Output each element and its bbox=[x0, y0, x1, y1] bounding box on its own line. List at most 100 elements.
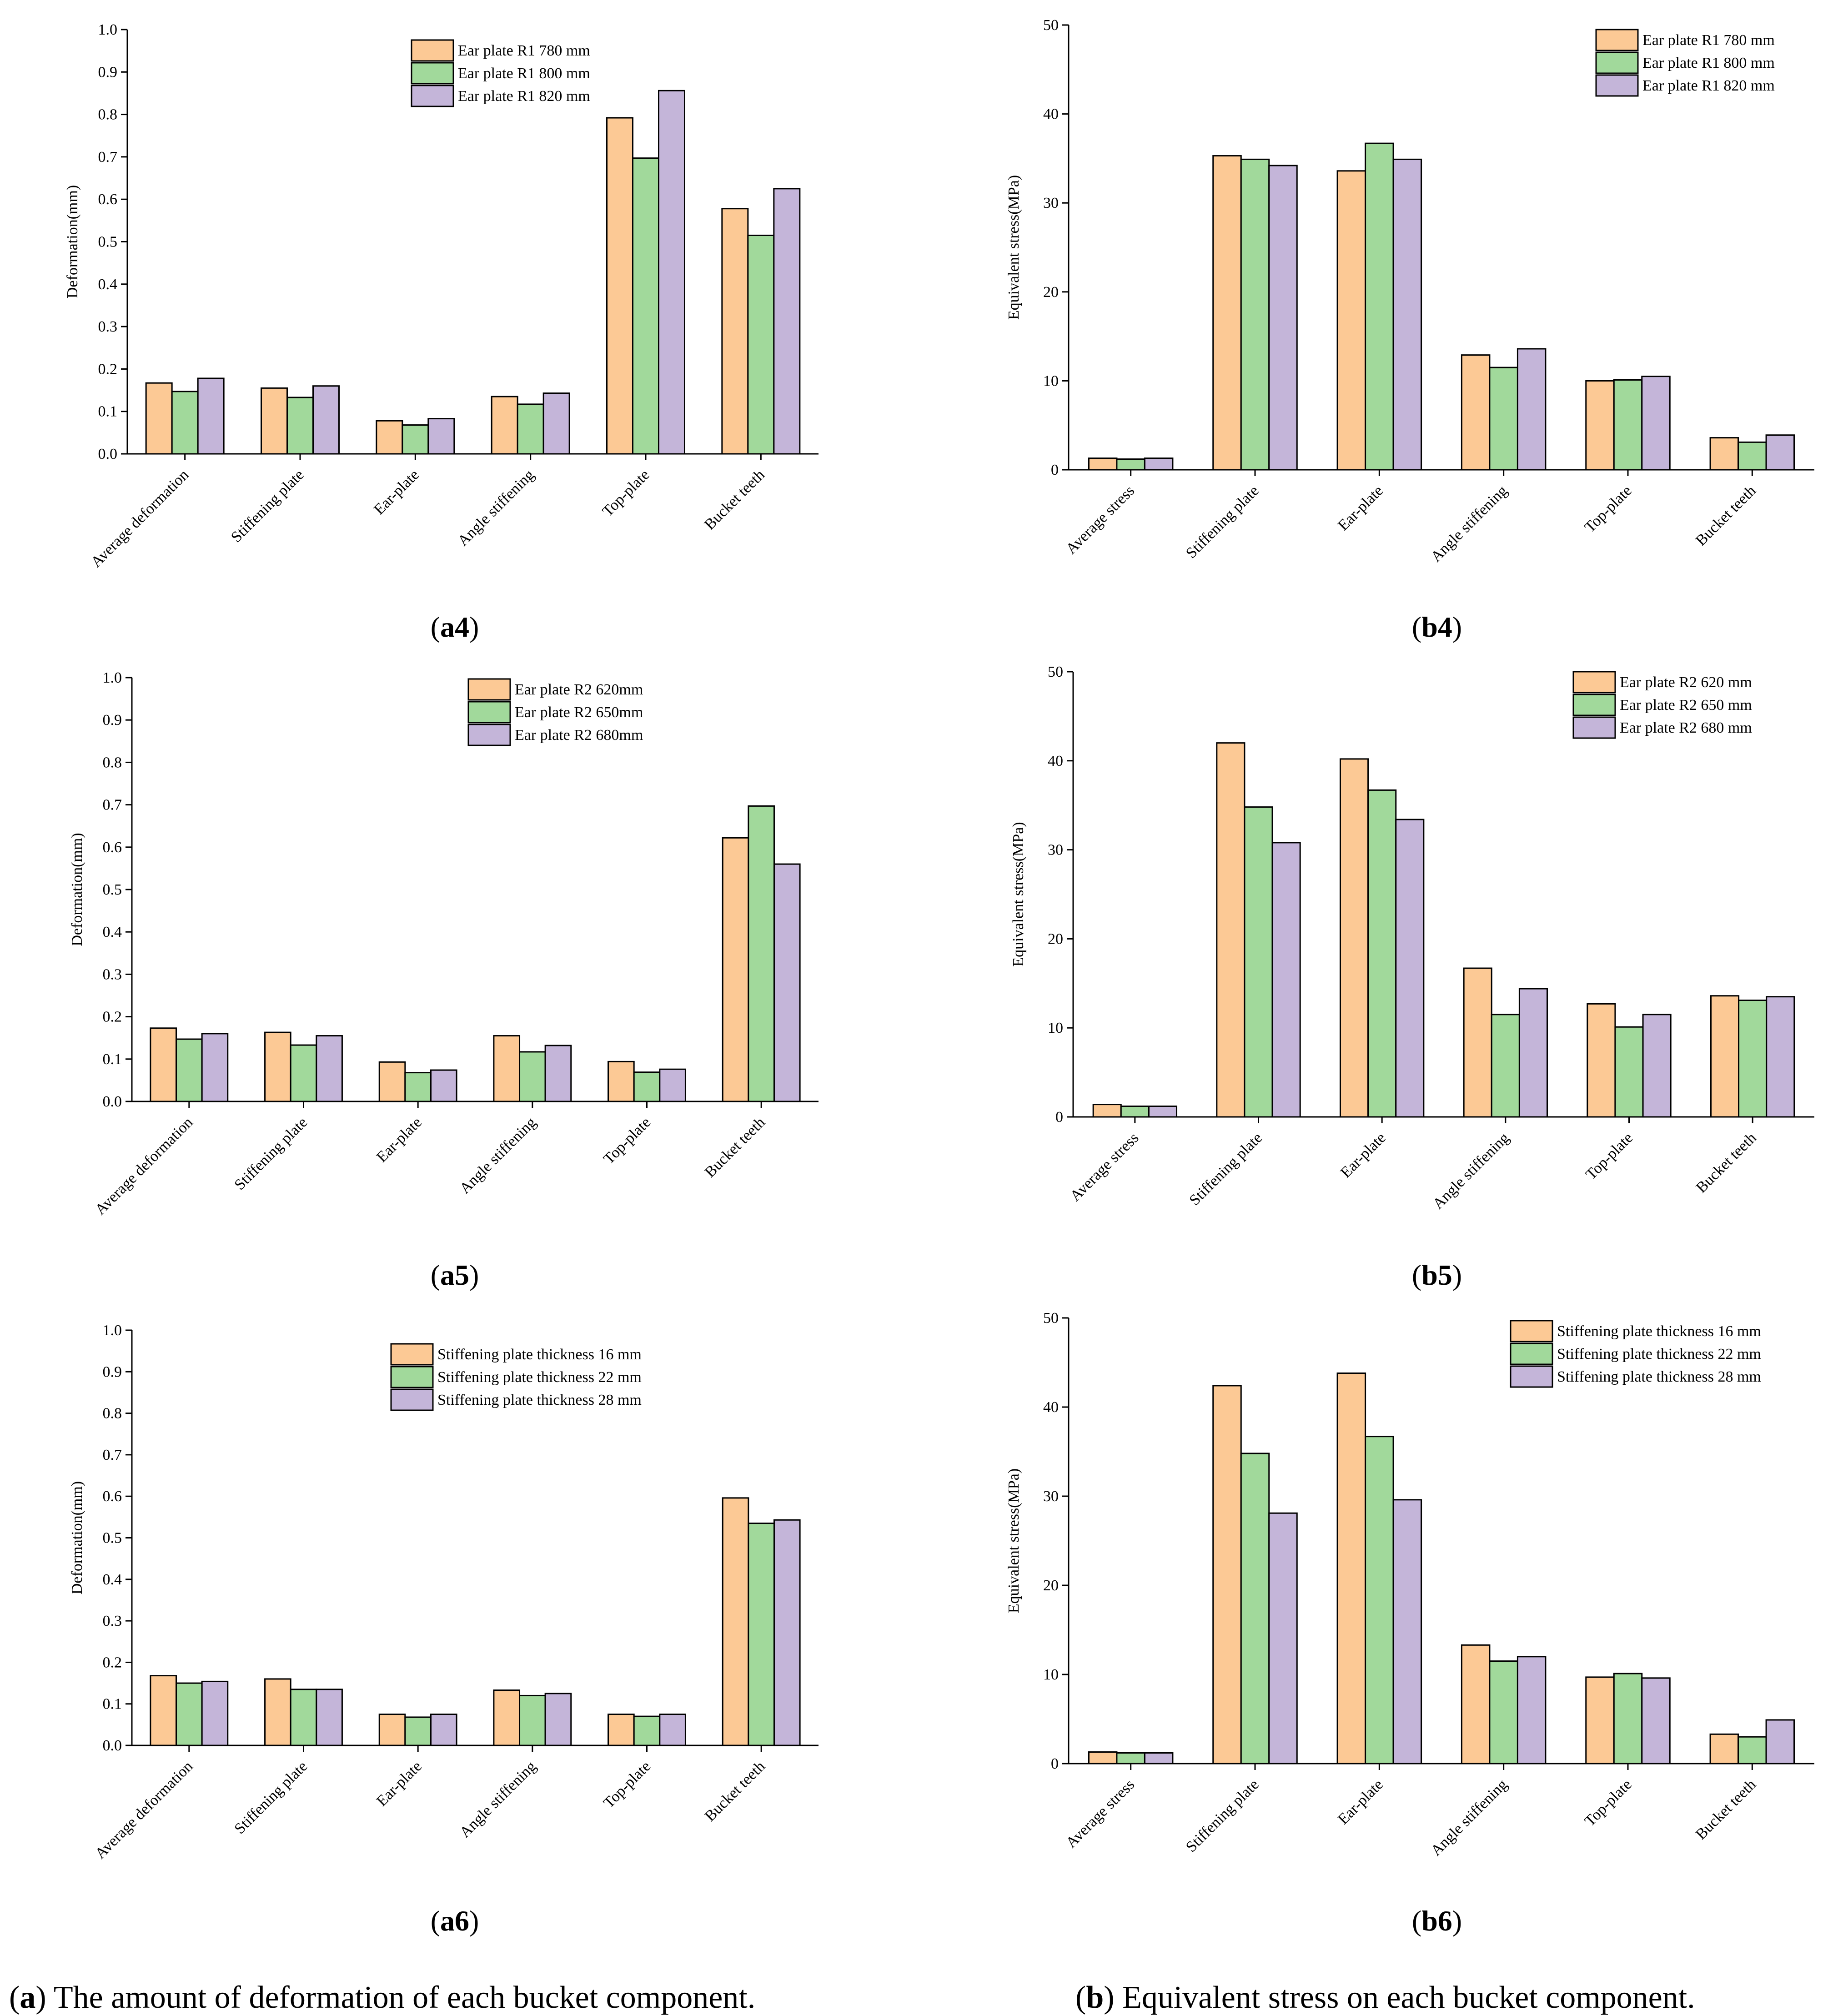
bar-b6-s3-c4 bbox=[1517, 1656, 1547, 1765]
bar-a5-s2-c4 bbox=[519, 1051, 546, 1102]
legend-label-a4-1: Ear plate R1 780 mm bbox=[458, 42, 590, 59]
bar-b6-s3-c3 bbox=[1392, 1499, 1422, 1765]
bar-a4-s1-c4 bbox=[491, 396, 518, 455]
bar-a6-s1-c4 bbox=[493, 1689, 521, 1746]
y-tick-label-a6: 0.9 bbox=[103, 1363, 122, 1380]
bar-a5-s3-c2 bbox=[316, 1035, 343, 1102]
bar-a4-s3-c6 bbox=[773, 188, 801, 455]
y-tick-label-b4: 30 bbox=[1043, 195, 1059, 211]
y-tick-label-a4: 0.8 bbox=[98, 106, 118, 123]
legend-swatch-b4-1 bbox=[1595, 29, 1639, 51]
legend-swatch-b5-2 bbox=[1572, 694, 1616, 716]
y-tick-label-b5: 30 bbox=[1048, 842, 1063, 859]
bar-a5-s3-c5 bbox=[659, 1068, 686, 1102]
legend-label-b4-3: Ear plate R1 820 mm bbox=[1642, 77, 1775, 94]
bar-b5-s1-c6 bbox=[1710, 995, 1740, 1118]
legend-label-a6-1: Stiffening plate thickness 16 mm bbox=[437, 1346, 642, 1363]
bar-a4-s1-c5 bbox=[606, 117, 633, 455]
bar-b4-s2-c5 bbox=[1613, 379, 1643, 471]
legend-swatch-a4-2 bbox=[411, 62, 454, 85]
legend-swatch-a4-1 bbox=[411, 39, 454, 62]
bar-b4-s2-c6 bbox=[1738, 441, 1767, 471]
bar-b4-s1-c5 bbox=[1585, 380, 1615, 471]
bar-a6-s2-c2 bbox=[290, 1689, 317, 1746]
y-tick-label-a6: 0.0 bbox=[103, 1737, 122, 1754]
y-tick-label-b4: 10 bbox=[1043, 372, 1059, 389]
bar-b4-s3-c3 bbox=[1392, 158, 1422, 471]
bar-a6-s1-c2 bbox=[264, 1678, 291, 1746]
y-tick-label-b5: 0 bbox=[1055, 1109, 1063, 1126]
bar-b6-s3-c2 bbox=[1268, 1512, 1298, 1765]
panel-label-a6: (a6) bbox=[431, 1905, 479, 1937]
y-tick-label-a6: 0.7 bbox=[103, 1447, 122, 1463]
bar-b6-s1-c1 bbox=[1088, 1751, 1118, 1765]
bar-b5-s1-c1 bbox=[1092, 1104, 1122, 1118]
bar-b4-s3-c1 bbox=[1144, 457, 1174, 471]
bar-a5-s2-c5 bbox=[633, 1071, 661, 1102]
legend-label-b5-3: Ear plate R2 680 mm bbox=[1620, 719, 1752, 736]
y-tick-label-b4: 0 bbox=[1051, 462, 1059, 478]
bar-b5-s2-c1 bbox=[1120, 1106, 1150, 1118]
panel-label-a5: (a5) bbox=[431, 1259, 479, 1291]
bar-a5-s1-c1 bbox=[150, 1027, 177, 1102]
bar-b5-s3-c1 bbox=[1148, 1106, 1178, 1118]
bar-b5-s3-c3 bbox=[1395, 819, 1425, 1118]
y-tick-label-b4: 20 bbox=[1043, 284, 1059, 301]
bar-a4-s2-c1 bbox=[171, 391, 199, 455]
y-tick-label-b4: 50 bbox=[1043, 17, 1059, 34]
y-tick-label-b6: 20 bbox=[1043, 1577, 1059, 1594]
y-axis-label-b5: Equivalent stress(MPa) bbox=[1010, 822, 1027, 966]
bar-a6-s2-c1 bbox=[176, 1682, 203, 1746]
bar-a4-s3-c4 bbox=[542, 392, 570, 455]
legend-swatch-b5-1 bbox=[1572, 671, 1616, 694]
bar-b4-s1-c2 bbox=[1212, 155, 1242, 471]
y-tick-label-b5: 50 bbox=[1048, 664, 1063, 680]
bar-b5-s3-c6 bbox=[1766, 996, 1795, 1118]
y-axis-label-a5: Deformation(mm) bbox=[69, 833, 85, 946]
bar-a5-s3-c4 bbox=[544, 1045, 572, 1102]
y-tick-label-b6: 40 bbox=[1043, 1399, 1059, 1416]
bar-b5-s2-c6 bbox=[1738, 1000, 1768, 1118]
caption-b: (b) Equivalent stress on each bucket com… bbox=[1075, 1980, 1695, 2015]
bar-a4-s2-c5 bbox=[632, 157, 659, 455]
bar-b5-s3-c2 bbox=[1271, 842, 1301, 1118]
legend-label-b4-2: Ear plate R1 800 mm bbox=[1642, 55, 1775, 71]
bar-a6-s2-c3 bbox=[404, 1716, 432, 1746]
bar-a6-s1-c6 bbox=[722, 1497, 749, 1746]
bar-b4-s1-c1 bbox=[1088, 457, 1118, 471]
legend-label-b4-1: Ear plate R1 780 mm bbox=[1642, 32, 1775, 49]
bar-b4-s2-c2 bbox=[1240, 158, 1270, 471]
bar-b4-s1-c6 bbox=[1709, 437, 1739, 471]
legend-swatch-a5-2 bbox=[467, 701, 511, 724]
bar-a4-s2-c3 bbox=[402, 424, 429, 455]
y-tick-label-a5: 0.1 bbox=[103, 1051, 122, 1068]
bar-a5-s3-c1 bbox=[201, 1033, 229, 1102]
y-tick-label-a5: 0.4 bbox=[103, 924, 122, 940]
bar-b6-s3-c5 bbox=[1641, 1677, 1671, 1765]
bar-b6-s2-c1 bbox=[1116, 1752, 1145, 1765]
legend-label-a4-2: Ear plate R1 800 mm bbox=[458, 65, 590, 82]
panel-label-a4: (a4) bbox=[431, 611, 479, 643]
y-tick-label-b5: 20 bbox=[1048, 930, 1063, 947]
bar-b6-s3-c6 bbox=[1765, 1719, 1795, 1765]
y-tick-label-a5: 0.6 bbox=[103, 839, 122, 856]
bar-a4-s1-c2 bbox=[261, 387, 288, 455]
legend-label-b6-3: Stiffening plate thickness 28 mm bbox=[1557, 1368, 1761, 1385]
y-tick-label-b5: 40 bbox=[1048, 753, 1063, 769]
bar-b5-s2-c2 bbox=[1244, 806, 1273, 1118]
bar-a6-s2-c6 bbox=[748, 1523, 775, 1746]
bar-a4-s2-c4 bbox=[517, 403, 544, 455]
bar-b6-s2-c3 bbox=[1365, 1436, 1394, 1765]
y-tick-label-a6: 0.1 bbox=[103, 1696, 122, 1713]
y-tick-label-a6: 0.3 bbox=[103, 1613, 122, 1629]
bar-b6-s2-c2 bbox=[1240, 1453, 1270, 1765]
y-tick-label-a5: 0.3 bbox=[103, 966, 122, 983]
legend-label-a5-1: Ear plate R2 620mm bbox=[515, 681, 643, 698]
y-tick-label-a4: 1.0 bbox=[98, 21, 118, 38]
panel-label-b4: (b4) bbox=[1412, 611, 1462, 643]
y-tick-label-b6: 50 bbox=[1043, 1310, 1059, 1327]
bar-b5-s1-c3 bbox=[1339, 758, 1369, 1118]
y-tick-label-a4: 0.2 bbox=[98, 361, 118, 377]
y-tick-label-b4: 40 bbox=[1043, 106, 1059, 123]
